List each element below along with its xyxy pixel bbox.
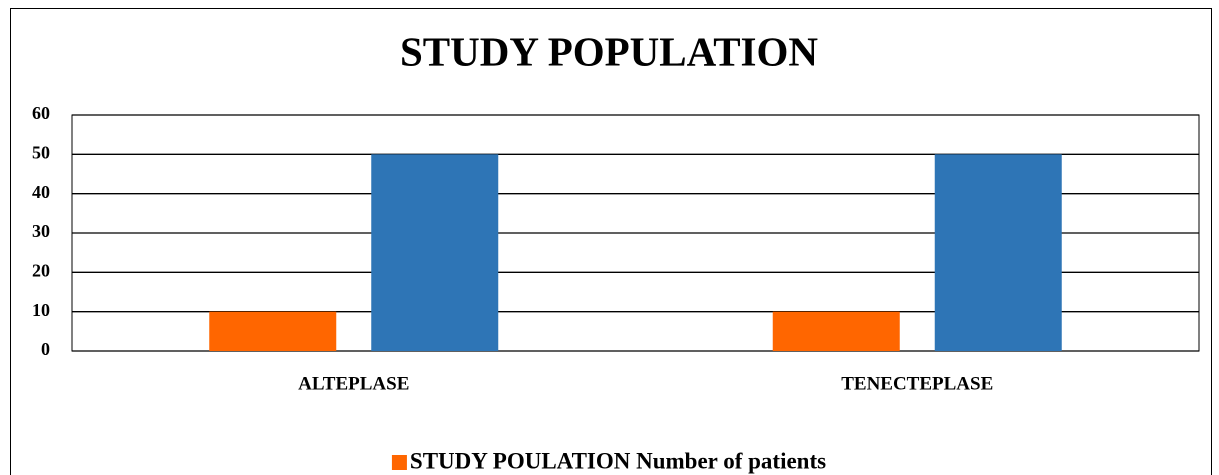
y-tick-label: 30 bbox=[32, 221, 50, 241]
y-tick-label: 10 bbox=[32, 300, 50, 320]
y-tick-label: 0 bbox=[41, 339, 50, 359]
x-tick-label: TENECTEPLASE bbox=[841, 373, 993, 394]
x-tick-label: ALTEPLASE bbox=[298, 373, 409, 394]
y-tick-label: 20 bbox=[32, 260, 50, 280]
bar bbox=[934, 154, 1062, 351]
y-tick-label: 40 bbox=[32, 182, 50, 202]
legend-swatch bbox=[391, 455, 407, 470]
bar bbox=[772, 311, 900, 351]
chart-title: STUDY POPULATION bbox=[400, 28, 818, 74]
bar bbox=[371, 154, 499, 351]
bar bbox=[209, 311, 337, 351]
y-tick-label: 50 bbox=[32, 142, 50, 162]
y-tick-label: 60 bbox=[32, 103, 50, 123]
legend-label: STUDY POULATION Number of patients bbox=[410, 448, 826, 473]
